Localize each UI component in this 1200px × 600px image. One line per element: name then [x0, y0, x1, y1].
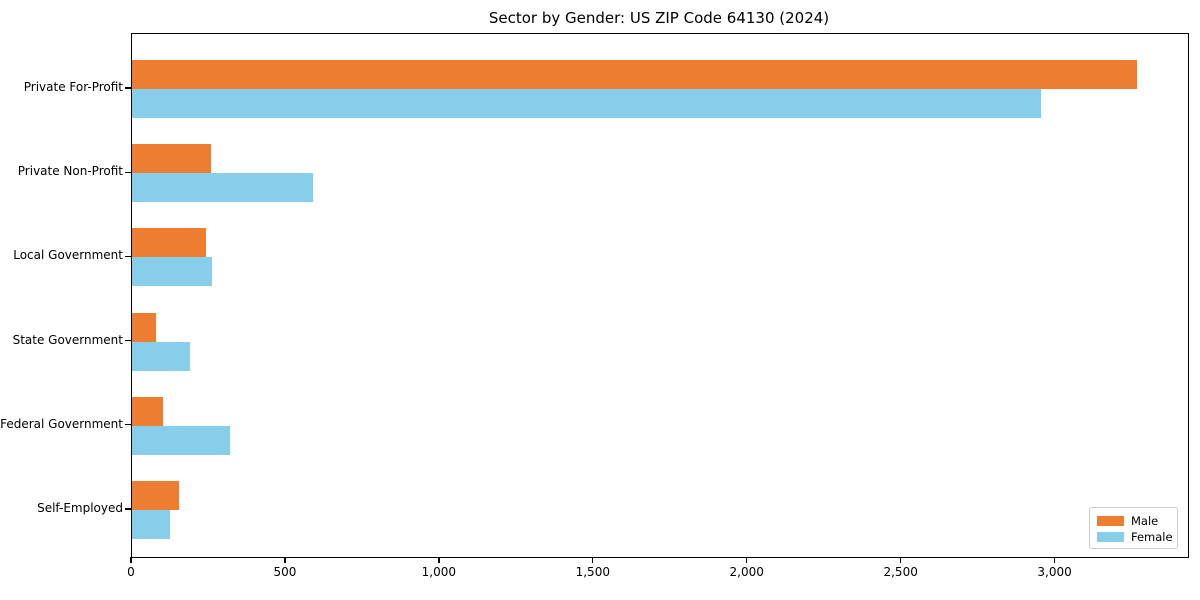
- male-series-swatch: [1097, 516, 1124, 526]
- y-tick-label-state-government: State Government: [12, 332, 123, 347]
- x-tick-label-0: 0: [127, 565, 135, 579]
- y-tick-label-private-for-profit: Private For-Profit: [23, 80, 123, 94]
- x-tick-label-500: 500: [273, 565, 297, 579]
- y-tick-label-federal-government: Federal Government: [0, 416, 123, 431]
- bar-female-self-employed: [132, 510, 171, 539]
- legend-label-male: Male: [1131, 514, 1159, 528]
- y-tick-label-local-government: Local Government: [13, 248, 123, 263]
- bar-male-state-government: [132, 312, 157, 342]
- legend-item-male: Male: [1097, 513, 1177, 529]
- bar-female-state-government: [132, 341, 191, 371]
- legend: Male Female: [1089, 507, 1178, 549]
- x-tick-mark: [438, 557, 440, 563]
- bar-female-private-non-profit: [132, 173, 314, 203]
- bar-male-private-non-profit: [132, 144, 211, 174]
- chart-title: Sector by Gender: US ZIP Code 64130 (202…: [488, 9, 830, 27]
- legend-item-female: Female: [1097, 529, 1177, 545]
- x-tick-label-1000: 1,000: [421, 565, 457, 579]
- x-tick-label-2500: 2,500: [883, 565, 918, 579]
- x-tick-label-3000: 3,000: [1037, 565, 1072, 579]
- y-tick-mark: [125, 171, 131, 173]
- legend-label-female: Female: [1131, 530, 1173, 544]
- y-tick-mark: [125, 255, 131, 258]
- x-tick-label-1500: 1,500: [575, 565, 610, 579]
- bar-male-self-employed: [132, 481, 180, 510]
- x-tick-mark: [130, 557, 132, 563]
- bar-male-private-for-profit: [132, 60, 1137, 89]
- x-tick-mark: [592, 557, 594, 563]
- x-tick-label-2000: 2,000: [729, 565, 764, 579]
- bar-female-private-for-profit: [132, 89, 1041, 118]
- bar-male-local-government: [132, 228, 206, 258]
- x-tick-mark: [746, 557, 748, 563]
- x-tick-mark: [899, 557, 902, 563]
- female-series-swatch: [1097, 532, 1124, 542]
- y-tick-mark: [125, 339, 131, 342]
- y-tick-mark: [125, 424, 131, 426]
- y-tick-label-private-non-profit: Private Non-Profit: [17, 164, 123, 179]
- y-tick-mark: [125, 508, 131, 510]
- y-tick-label-self-employed: Self-Employed: [37, 501, 123, 515]
- bar-female-federal-government: [132, 425, 230, 455]
- x-tick-mark: [1053, 557, 1056, 563]
- plot-area: [131, 33, 1189, 558]
- bar-female-local-government: [132, 257, 213, 287]
- bar-male-federal-government: [132, 396, 164, 426]
- x-tick-mark: [284, 557, 286, 563]
- y-tick-mark: [125, 87, 131, 89]
